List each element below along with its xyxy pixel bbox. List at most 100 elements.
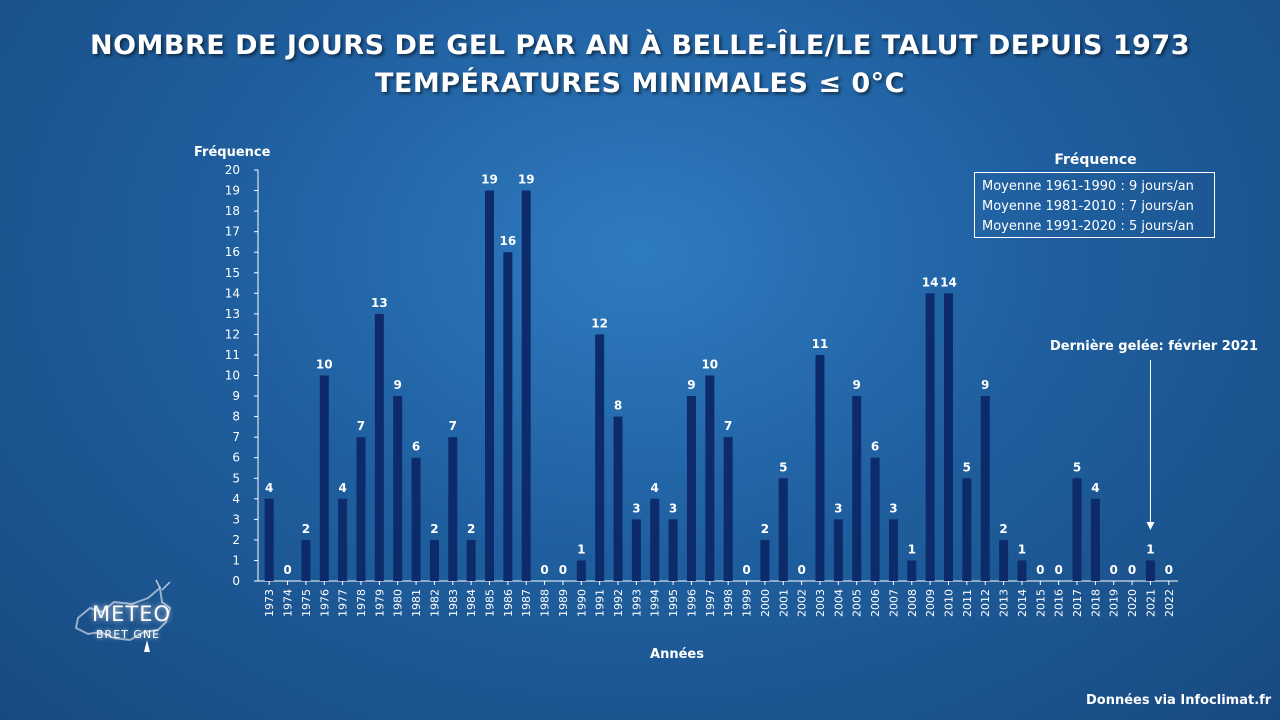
data-label: 5	[963, 460, 971, 474]
data-label: 12	[591, 316, 608, 330]
data-label: 16	[500, 234, 517, 248]
bar	[521, 190, 531, 582]
legend-entry: Moyenne 1981-2010 : 7 jours/an	[982, 199, 1194, 214]
data-label: 9	[853, 378, 861, 392]
data-label: 0	[540, 563, 548, 577]
bar	[485, 190, 494, 582]
data-label: 0	[1165, 563, 1173, 577]
data-label: 14	[940, 275, 957, 289]
data-label: 9	[394, 378, 402, 392]
x-tick-label: 1983	[447, 589, 460, 617]
bar	[356, 437, 366, 581]
y-tick-label: 9	[232, 389, 240, 403]
x-tick-label: 2006	[869, 589, 882, 617]
data-label: 0	[1036, 563, 1044, 577]
x-tick-label: 1993	[630, 589, 643, 617]
meteo-bretagne-logo: METEO BRET GNE	[70, 578, 180, 668]
x-tick-label: 1980	[392, 589, 405, 617]
data-label: 8	[614, 399, 622, 413]
data-label: 3	[669, 501, 677, 515]
last-frost-annotation: Dernière gelée: février 2021	[1050, 339, 1258, 354]
y-tick-label: 15	[225, 266, 240, 280]
y-tick-label: 13	[225, 307, 240, 321]
x-tick-label: 1988	[539, 589, 552, 617]
x-tick-label: 1986	[502, 589, 515, 617]
bar	[338, 498, 348, 581]
logo-subtext: BRET GNE	[96, 628, 161, 641]
data-label: 2	[999, 522, 1007, 536]
y-tick-label: 16	[225, 245, 240, 259]
data-label: 0	[1054, 563, 1062, 577]
bar	[1072, 478, 1082, 581]
data-label: 0	[742, 563, 750, 577]
bar	[319, 375, 329, 581]
x-tick-label: 1973	[263, 589, 276, 617]
x-tick-label: 2021	[1144, 589, 1157, 617]
y-tick-label: 14	[225, 286, 240, 300]
data-label: 19	[481, 173, 498, 187]
data-label: 4	[1091, 481, 1099, 495]
x-tick-label: 2014	[1016, 589, 1029, 617]
x-tick-label: 1982	[428, 589, 441, 617]
logo-text: METEO	[92, 602, 172, 626]
x-tick-label: 1991	[594, 589, 607, 617]
chart-title: NOMBRE DE JOURS DE GEL PAR AN À BELLE-ÎL…	[90, 30, 1190, 61]
data-source: Données via Infoclimat.fr	[1086, 693, 1272, 708]
data-label: 0	[797, 563, 805, 577]
y-tick-label: 5	[232, 471, 240, 485]
x-tick-label: 1977	[337, 589, 350, 617]
bar	[907, 560, 917, 581]
data-label: 3	[834, 501, 842, 515]
bar	[1090, 498, 1100, 581]
data-label: 9	[981, 378, 989, 392]
bar	[778, 478, 788, 581]
y-tick-label: 2	[232, 533, 240, 547]
x-tick-label: 1976	[318, 589, 331, 617]
bar	[944, 293, 953, 581]
bar	[613, 416, 623, 581]
x-tick-label: 2007	[887, 589, 900, 617]
bar	[374, 313, 384, 581]
data-label: 10	[701, 358, 718, 372]
data-label: 3	[889, 501, 897, 515]
data-label: 14	[922, 275, 939, 289]
bar	[264, 498, 274, 581]
data-label: 6	[871, 440, 879, 454]
data-label: 2	[761, 522, 769, 536]
data-label: 5	[779, 460, 787, 474]
data-label: 1	[577, 542, 585, 556]
bar	[411, 457, 421, 581]
bar	[301, 539, 311, 581]
data-label: 6	[412, 440, 420, 454]
data-label: 3	[632, 501, 640, 515]
data-label: 4	[651, 481, 659, 495]
bar	[1145, 560, 1155, 581]
data-label: 7	[449, 419, 457, 433]
x-tick-label: 2002	[796, 589, 809, 617]
bar	[466, 539, 476, 581]
y-tick-label: 6	[232, 451, 240, 465]
bar	[429, 539, 439, 581]
x-tick-label: 1992	[612, 589, 625, 617]
data-label: 5	[1073, 460, 1081, 474]
x-tick-label: 2018	[1089, 589, 1102, 617]
bar	[503, 252, 513, 581]
y-tick-label: 19	[225, 184, 240, 198]
bar	[448, 437, 458, 581]
x-tick-label: 1974	[282, 589, 295, 617]
y-tick-label: 7	[232, 430, 240, 444]
bar	[962, 478, 972, 581]
data-label: 4	[265, 481, 273, 495]
x-tick-label: 2022	[1163, 589, 1176, 617]
y-tick-label: 10	[225, 369, 240, 383]
data-label: 1	[1146, 542, 1154, 556]
brittany-map-icon	[74, 579, 172, 652]
data-label: 7	[724, 419, 732, 433]
x-tick-label: 2012	[979, 589, 992, 617]
data-label: 9	[687, 378, 695, 392]
x-tick-label: 2004	[832, 589, 845, 617]
x-tick-label: 2008	[906, 589, 919, 617]
x-tick-label: 2003	[814, 589, 827, 617]
x-tick-label: 1990	[575, 589, 588, 617]
